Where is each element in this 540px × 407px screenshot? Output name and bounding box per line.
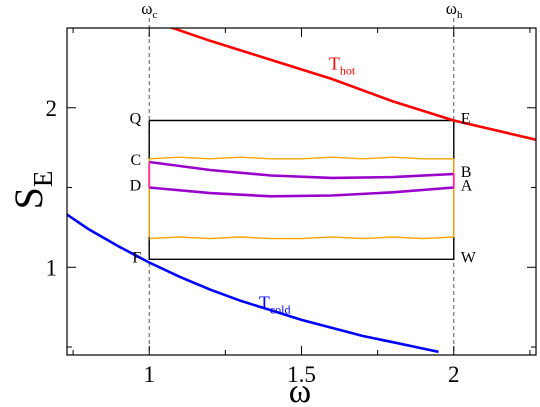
curve-label-cold: Tcold: [259, 293, 291, 317]
x-tick-label-1: 1: [143, 362, 155, 387]
point-label-B: B: [461, 164, 472, 181]
point-label-D: D: [130, 178, 142, 195]
cycle-line-purple-lower: [149, 186, 454, 198]
y-axis-label-subscript: E: [28, 171, 58, 188]
x-axis-title: ω: [289, 373, 311, 407]
point-label-E: E: [461, 111, 471, 128]
x-axis-label: ω: [289, 373, 311, 407]
omega-marker-label-h: ωh: [446, 0, 463, 21]
cycle-line-purple-upper: [149, 160, 454, 180]
point-label-C: C: [131, 152, 142, 169]
y-axis-title: SE: [6, 171, 58, 210]
x-tick-label-1.5: 1.5: [287, 362, 316, 387]
point-label-F: F: [132, 249, 141, 266]
y-axis-label-main: S: [6, 187, 51, 209]
plot-area: ωc ωh 1 1.5 2 1 2 Q E C B D A F W Thot Tcold: [46, 0, 537, 387]
point-label-Q: Q: [130, 111, 142, 128]
series-line-t-hot: [168, 28, 536, 141]
cycle-line-orange-upper: [149, 156, 454, 160]
x-tick-label-2: 2: [448, 362, 460, 387]
series-line-t-cold: [67, 213, 439, 354]
clipped-curves: [67, 28, 536, 354]
cycle-line-orange-lower: [149, 236, 454, 240]
omega-marker-label-c: ωc: [141, 0, 157, 21]
point-label-W: W: [461, 249, 477, 266]
point-label-A: A: [461, 178, 473, 195]
curve-label-hot: Thot: [329, 53, 356, 77]
y-tick-label-1: 1: [46, 255, 58, 280]
y-axis-label: SE: [6, 171, 58, 210]
y-tick-label-2: 2: [46, 96, 58, 121]
